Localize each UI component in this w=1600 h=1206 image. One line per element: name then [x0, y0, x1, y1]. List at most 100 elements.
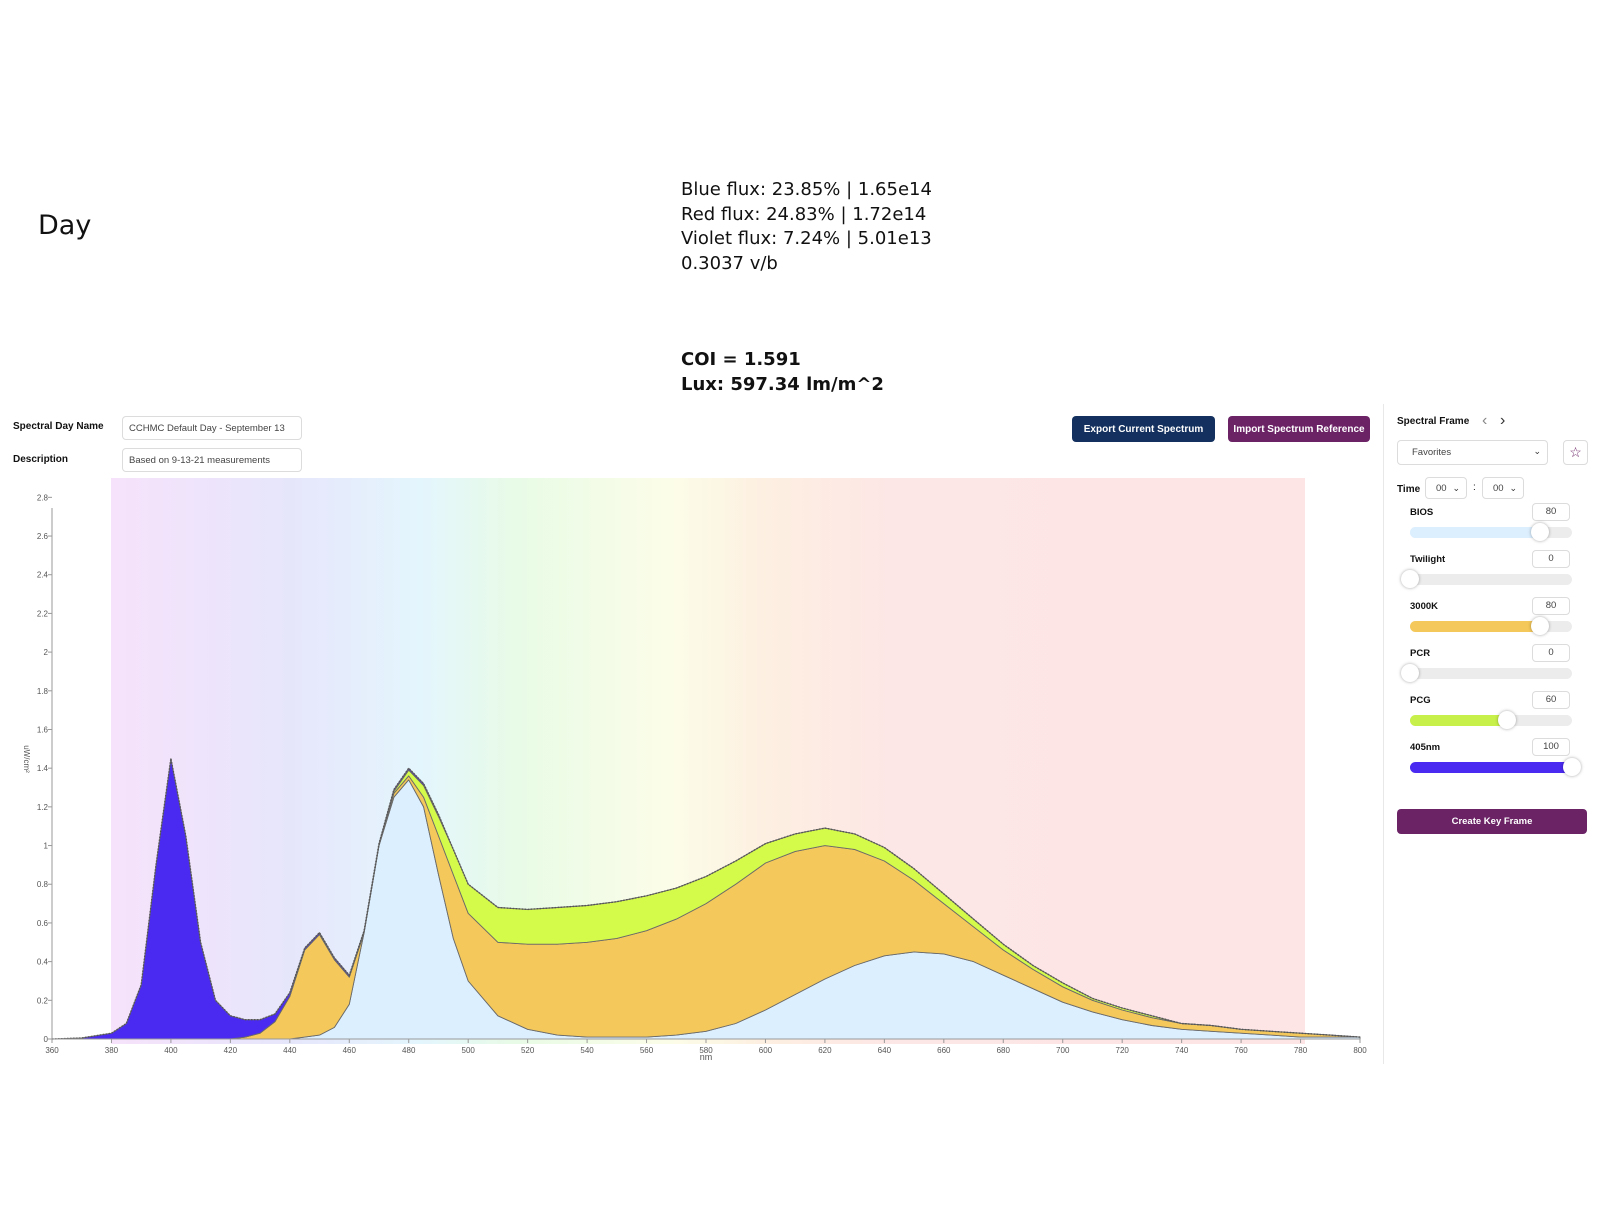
- y-tick-label: 1: [44, 842, 49, 851]
- slider-label-twilight: Twilight: [1410, 554, 1446, 565]
- x-tick-label: 480: [402, 1046, 416, 1055]
- create-key-frame-button[interactable]: Create Key Frame: [1397, 809, 1587, 834]
- spectral-frame-panel: Spectral Frame ‹ › Favorites ⌄ ☆ Time 00…: [1397, 404, 1597, 1064]
- red-flux-text: Red flux: 24.83% | 1.72e14: [681, 203, 927, 225]
- coi-text: COI = 1.591: [681, 349, 801, 370]
- x-tick-label: 460: [343, 1046, 357, 1055]
- chevron-right-icon[interactable]: ›: [1500, 412, 1506, 429]
- description-label: Description: [13, 454, 69, 465]
- y-tick-label: 0.4: [37, 958, 49, 967]
- x-tick-label: 660: [937, 1046, 951, 1055]
- minute-select[interactable]: 00 ⌄: [1482, 477, 1524, 499]
- y-tick-label: 1.8: [37, 687, 49, 696]
- slider-label-pcr: PCR: [1410, 648, 1431, 659]
- chevron-down-icon: ⌄: [1452, 483, 1460, 493]
- description-input[interactable]: [122, 448, 302, 472]
- x-tick-label: 600: [759, 1046, 773, 1055]
- slider-fill-pcg: [1410, 715, 1508, 726]
- spectral-frame-title: Spectral Frame: [1397, 416, 1470, 427]
- x-tick-label: 620: [818, 1046, 832, 1055]
- x-tick-label: 360: [45, 1046, 59, 1055]
- slider-thumb-bios[interactable]: [1530, 523, 1549, 541]
- slider-value-twilight[interactable]: 0: [1532, 550, 1570, 568]
- y-tick-label: 0: [44, 1035, 49, 1044]
- blue-flux-text: Blue flux: 23.85% | 1.65e14: [681, 179, 932, 200]
- y-tick-label: 1.2: [37, 803, 49, 812]
- x-tick-label: 400: [164, 1046, 178, 1055]
- slider-value-pcg[interactable]: 60: [1532, 691, 1570, 709]
- export-current-spectrum-button[interactable]: Export Current Spectrum: [1072, 416, 1215, 442]
- x-tick-label: 540: [580, 1046, 594, 1055]
- spectrum-chart: 360 380 400 420 440 460 480 500 520 540 560 580 600 6…: [22, 478, 1367, 1062]
- chevron-down-icon: ⌄: [1533, 446, 1541, 456]
- star-icon[interactable]: ☆: [1563, 440, 1588, 465]
- y-tick-label: 2.8: [37, 493, 49, 502]
- x-tick-label: 740: [1175, 1046, 1189, 1055]
- flux-stats: Blue flux: 23.85% | 1.65e14 Red flux: 24…: [681, 178, 932, 276]
- x-tick-label: 440: [283, 1046, 297, 1055]
- hour-select[interactable]: 00 ⌄: [1425, 477, 1467, 499]
- x-tick-label: 560: [640, 1046, 654, 1055]
- slider-fill-3000k: [1410, 621, 1540, 632]
- y-tick-label: 0.8: [37, 880, 49, 889]
- x-tick-label: 800: [1353, 1046, 1367, 1055]
- y-tick-label: 2.4: [37, 571, 49, 580]
- spectral-day-name-input[interactable]: [122, 416, 302, 440]
- y-tick-label: 1.4: [37, 764, 49, 773]
- y-tick-label: 2: [44, 648, 49, 657]
- violet-flux-text: Violet flux: 7.24% | 5.01e13: [681, 228, 932, 249]
- chevron-left-icon[interactable]: ‹: [1482, 412, 1488, 429]
- slider-value-3000k[interactable]: 80: [1532, 597, 1570, 615]
- time-label: Time: [1397, 484, 1421, 495]
- x-tick-label: 580: [699, 1046, 713, 1055]
- slider-thumb-405nm[interactable]: [1563, 758, 1581, 776]
- slide-title: Day: [38, 210, 92, 241]
- slider-label-405nm: 405nm: [1410, 742, 1441, 753]
- slider-track-3000k[interactable]: [1410, 617, 1572, 635]
- x-tick-label: 760: [1234, 1046, 1248, 1055]
- lux-text: Lux: 597.34 lm/m^2: [681, 373, 884, 395]
- hour-value: 00: [1436, 482, 1447, 494]
- x-tick-label: 720: [1116, 1046, 1130, 1055]
- x-tick-label: 780: [1294, 1046, 1308, 1055]
- coi-lux-stats: COI = 1.591 Lux: 597.34 lm/m^2: [681, 348, 884, 397]
- x-axis-label: nm: [700, 1052, 713, 1062]
- slider-track-405nm[interactable]: [1410, 758, 1581, 776]
- time-separator: :: [1473, 482, 1476, 493]
- slider-track-twilight[interactable]: [1401, 570, 1572, 588]
- x-tick-label: 680: [997, 1046, 1011, 1055]
- slider-fill-405nm: [1410, 762, 1572, 773]
- x-tick-label: 640: [878, 1046, 892, 1055]
- favorites-select[interactable]: Favorites ⌄: [1397, 440, 1548, 465]
- slider-label-bios: BIOS: [1410, 507, 1434, 518]
- x-tick-label: 700: [1056, 1046, 1070, 1055]
- y-tick-label: 1.6: [37, 725, 49, 734]
- x-tick-label: 500: [462, 1046, 476, 1055]
- slider-thumb-3000k[interactable]: [1530, 617, 1549, 635]
- slider-thumb-twilight[interactable]: [1401, 570, 1419, 588]
- slider-track-pcg[interactable]: [1410, 711, 1572, 729]
- y-tick-label: 0.6: [37, 919, 49, 928]
- slider-thumb-pcg[interactable]: [1498, 711, 1517, 729]
- slider-label-pcg: PCG: [1410, 695, 1431, 706]
- spectrum-editor: Spectral Day Name Description Export Cur…: [0, 404, 1600, 1064]
- slider-value-pcr[interactable]: 0: [1532, 644, 1570, 662]
- spectral-day-name-label: Spectral Day Name: [13, 421, 104, 432]
- slider-track-bios[interactable]: [1410, 523, 1572, 541]
- chevron-down-icon: ⌄: [1509, 483, 1517, 493]
- import-spectrum-reference-button[interactable]: Import Spectrum Reference: [1228, 416, 1370, 442]
- y-tick-label: 2.2: [37, 609, 49, 618]
- slider-fill-bios: [1410, 527, 1540, 538]
- x-tick-label: 520: [521, 1046, 535, 1055]
- panel-divider: [1383, 404, 1384, 1064]
- slider-value-bios[interactable]: 80: [1532, 503, 1570, 521]
- spectrum-total-outline: [51, 758, 1361, 1040]
- slider-value-405nm[interactable]: 100: [1532, 738, 1570, 756]
- x-tick-label: 420: [224, 1046, 238, 1055]
- favorites-value: Favorites: [1412, 447, 1452, 458]
- slider-track-pcr[interactable]: [1401, 664, 1572, 682]
- minute-value: 00: [1493, 482, 1504, 494]
- slider-thumb-pcr[interactable]: [1401, 664, 1419, 682]
- slider-label-3000k: 3000K: [1410, 601, 1438, 612]
- x-tick-label: 380: [105, 1046, 119, 1055]
